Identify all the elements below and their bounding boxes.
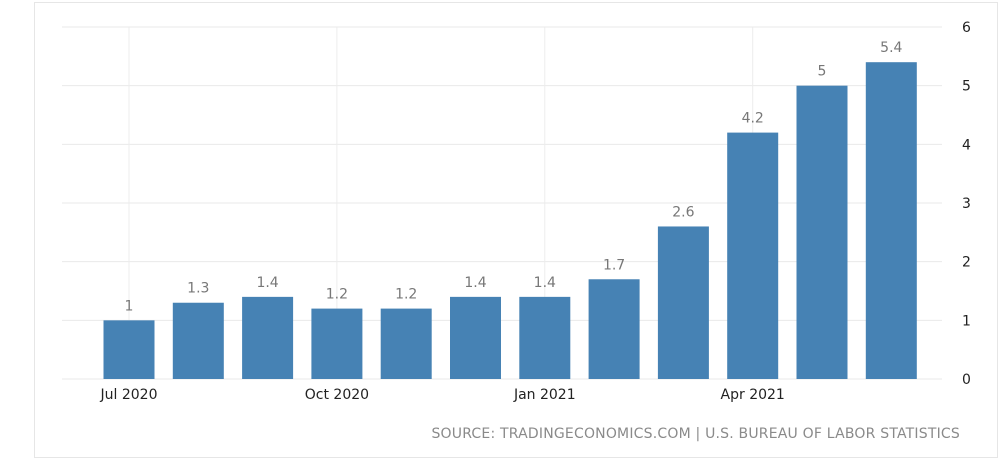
bar xyxy=(519,296,571,379)
x-tick-label: Jul 2020 xyxy=(100,387,158,403)
bar-value-label: 1.4 xyxy=(534,275,556,291)
bar xyxy=(796,85,848,380)
bar xyxy=(450,296,501,379)
y-tick-label: 4 xyxy=(962,137,971,153)
bar-value-label: 1.2 xyxy=(395,287,417,303)
bar-value-labels: 1 1.3 1.4 1.2 1.2 1.4 1.4 1.7 2.6 4.2 5 5.4 xyxy=(125,40,903,314)
bar-value-label: 5.4 xyxy=(880,40,902,56)
bar xyxy=(242,296,294,379)
bar xyxy=(727,132,779,379)
x-tick-label: Oct 2020 xyxy=(305,387,369,403)
bar-value-label: 1 xyxy=(125,298,134,314)
bar-value-label: 1.4 xyxy=(464,275,486,291)
y-tick-label: 5 xyxy=(962,79,971,95)
y-axis-ticks: 0 1 2 3 4 5 6 xyxy=(962,20,971,388)
x-tick-label: Apr 2021 xyxy=(721,387,785,403)
bar-value-label: 1.7 xyxy=(603,257,625,273)
y-tick-label: 0 xyxy=(962,372,971,388)
y-tick-label: 2 xyxy=(962,255,971,271)
bar xyxy=(588,279,640,379)
bars-group xyxy=(103,62,917,380)
y-tick-label: 6 xyxy=(962,20,971,36)
bar xyxy=(865,62,917,379)
bar-value-label: 4.2 xyxy=(742,111,764,127)
bar xyxy=(172,302,224,379)
bar-value-label: 2.6 xyxy=(672,204,694,220)
bar-value-label: 5 xyxy=(818,64,827,80)
bar xyxy=(103,320,155,379)
bar-value-label: 1.2 xyxy=(326,287,348,303)
x-axis-ticks: Jul 2020 Oct 2020 Jan 2021 Apr 2021 xyxy=(100,387,785,403)
bar xyxy=(380,308,432,379)
bar xyxy=(311,308,363,379)
bar-value-label: 1.3 xyxy=(187,281,209,297)
bar xyxy=(657,226,709,379)
y-tick-label: 1 xyxy=(962,313,971,329)
x-tick-label: Jan 2021 xyxy=(513,387,576,403)
y-tick-label: 3 xyxy=(962,196,971,212)
bar-value-label: 1.4 xyxy=(256,275,278,291)
source-attribution: SOURCE: TRADINGECONOMICS.COM | U.S. BURE… xyxy=(431,426,960,442)
